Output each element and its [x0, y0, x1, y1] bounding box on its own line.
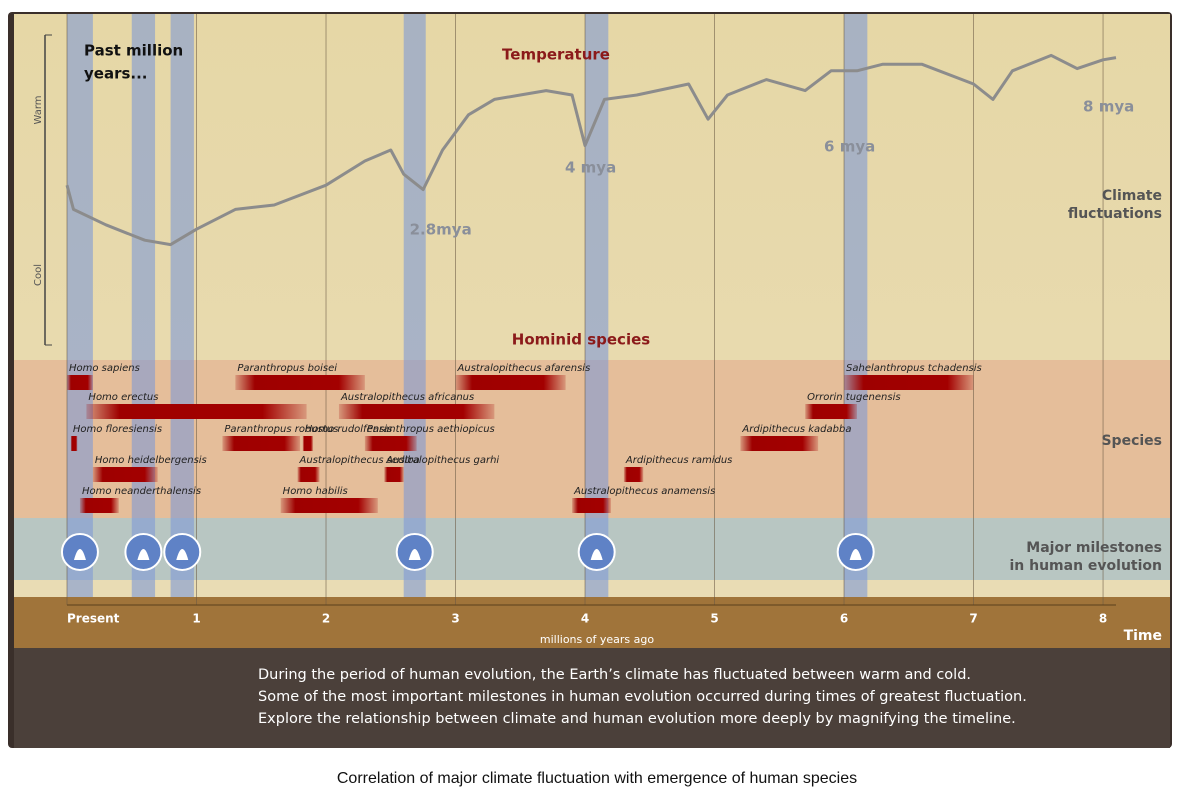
climate-label: fluctuations — [1068, 206, 1162, 222]
species-name: Australopithecus garhi — [385, 455, 499, 466]
caption: Correlation of major climate fluctuation… — [337, 770, 857, 787]
x-tick-label: 6 — [840, 612, 848, 626]
period-label: 2.8mya — [410, 221, 472, 239]
climate-label: Climate — [1102, 188, 1162, 204]
species-bar — [281, 498, 378, 513]
period-label: 8 mya — [1083, 98, 1134, 116]
x-tick-label: 1 — [192, 612, 200, 626]
species-bar — [298, 467, 320, 482]
species-bar — [624, 467, 643, 482]
temperature-title: Temperature — [502, 46, 610, 64]
species-bar — [365, 436, 417, 451]
species-bar — [222, 436, 300, 451]
x-tick-label: 5 — [710, 612, 718, 626]
milestones-label: in human evolution — [1009, 558, 1162, 574]
species-bar — [572, 498, 611, 513]
species-bar — [303, 436, 313, 451]
x-axis-label: millions of years ago — [540, 633, 654, 646]
species-bar — [80, 498, 119, 513]
species-bar — [93, 467, 158, 482]
species-name: Orrorin tugenensis — [807, 392, 900, 403]
species-bar — [71, 436, 77, 451]
fluctuation-band — [404, 14, 426, 597]
x-tick-label: 8 — [1099, 612, 1107, 626]
species-bar — [456, 375, 566, 390]
species-name: Paranthropus boisei — [237, 363, 337, 374]
description-line: During the period of human evolution, th… — [258, 667, 971, 683]
x-tick-label: Present — [67, 612, 120, 626]
period-label: 6 mya — [824, 138, 875, 156]
species-bar — [67, 375, 93, 390]
cool-label: Cool — [33, 264, 44, 286]
species-bar — [384, 467, 403, 482]
time-label: Time — [1124, 628, 1162, 644]
species-bar — [235, 375, 365, 390]
species-name: Australopithecus anamensis — [573, 486, 715, 497]
species-name: Homo floresiensis — [73, 424, 162, 435]
species-name: Homo habilis — [283, 486, 348, 497]
past-label: years... — [84, 65, 148, 83]
species-name: Sahelanthropus tchadensis — [846, 363, 982, 374]
species-name: Australopithecus afarensis — [457, 363, 591, 374]
species-name: Homo neanderthalensis — [82, 486, 201, 497]
species-bar — [844, 375, 974, 390]
chart: Warm Cool Past million years... Temperat… — [0, 0, 1180, 798]
fluctuation-band — [132, 14, 155, 597]
x-tick-label: 2 — [322, 612, 330, 626]
fluctuation-band — [844, 14, 867, 597]
x-tick-label: 3 — [451, 612, 459, 626]
past-label: Past million — [84, 42, 183, 60]
warm-label: Warm — [33, 95, 44, 124]
species-bar — [339, 404, 494, 419]
species-name: Australopithecus africanus — [340, 392, 474, 403]
milestones-label: Major milestones — [1026, 540, 1162, 556]
fluctuation-band — [171, 14, 194, 597]
species-bar — [805, 404, 857, 419]
species-name: Ardipithecus ramidus — [625, 455, 733, 466]
species-bar — [740, 436, 818, 451]
period-label: 4 mya — [565, 159, 616, 177]
x-tick-label: 7 — [969, 612, 977, 626]
species-name: Homo erectus — [88, 392, 158, 403]
species-name: Ardipithecus kadabba — [741, 424, 851, 435]
species-name: Homo heidelbergensis — [95, 455, 207, 466]
page: Warm Cool Past million years... Temperat… — [0, 0, 1180, 798]
species-bar — [86, 404, 306, 419]
species-name: Homo sapiens — [69, 363, 140, 374]
species-label: Species — [1101, 433, 1162, 449]
x-tick-label: 4 — [581, 612, 589, 626]
description-line: Some of the most important milestones in… — [258, 689, 1027, 705]
description-line: Explore the relationship between climate… — [258, 711, 1016, 727]
species-name: Paranthropus aethiopicus — [367, 424, 495, 435]
species-title: Hominid species — [512, 331, 650, 349]
